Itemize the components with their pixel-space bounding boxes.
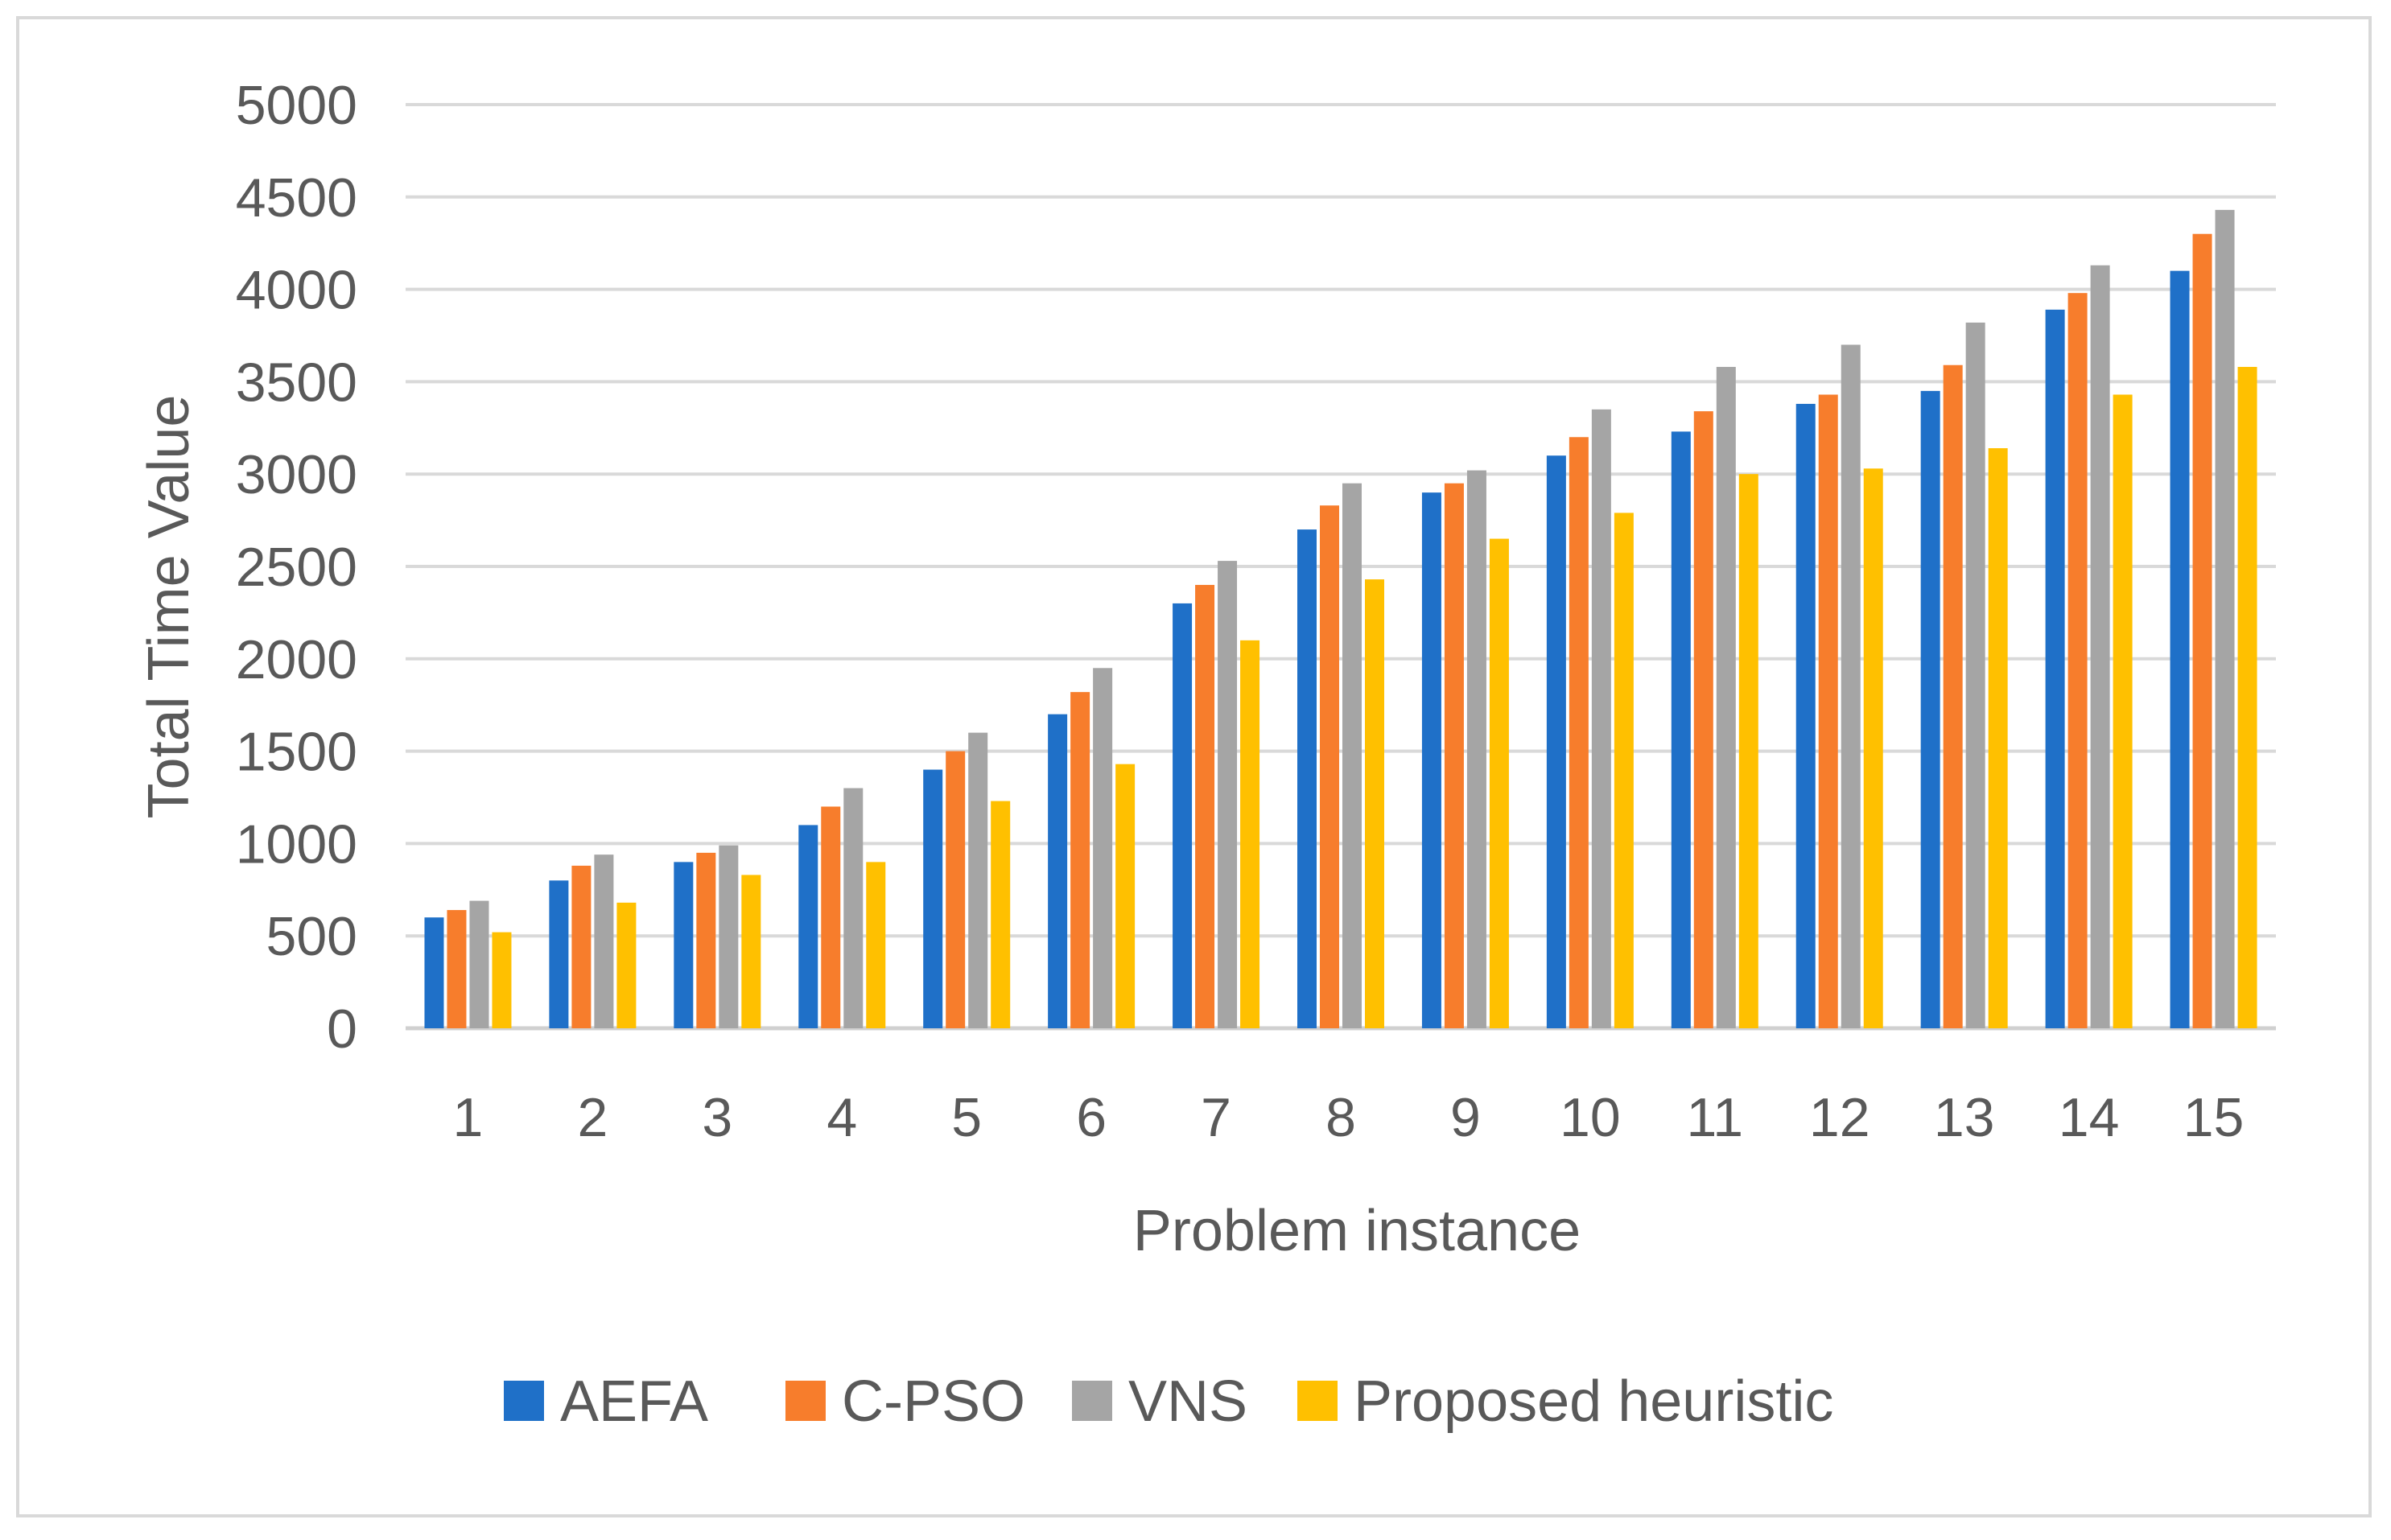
bar-c-pso-12 [1818,394,1838,1028]
bar-aefa-7 [1173,603,1193,1028]
x-tick-label: 6 [1076,1087,1107,1148]
x-tick-label: 10 [1560,1087,1621,1148]
bar-aefa-11 [1671,431,1691,1028]
bar-vns-11 [1716,367,1736,1029]
y-tick-label: 3000 [236,444,357,505]
bar-aefa-10 [1546,455,1566,1028]
bar-aefa-8 [1297,529,1317,1028]
x-tick-label: 9 [1450,1087,1481,1148]
bar-vns-12 [1841,344,1861,1029]
x-axis-title: Problem instance [1133,1199,1581,1263]
bar-proposed-heuristic-11 [1738,474,1758,1028]
y-tick-label: 1500 [236,722,357,783]
legend-swatch-proposed-heuristic [1297,1381,1338,1421]
legend-swatch-c-pso [785,1381,826,1421]
bar-vns-2 [594,854,614,1028]
x-tick-label: 2 [577,1087,608,1148]
bar-proposed-heuristic-13 [1988,448,2008,1028]
bar-c-pso-4 [821,806,841,1028]
y-tick-label: 4500 [236,167,357,229]
y-tick-label: 4000 [236,260,357,321]
bar-aefa-2 [549,880,569,1028]
bar-c-pso-6 [1070,692,1090,1028]
bar-proposed-heuristic-3 [741,875,761,1028]
legend-label-c-pso: C-PSO [842,1369,1025,1434]
bar-vns-14 [2090,265,2110,1028]
legend-swatch-aefa [504,1381,544,1421]
bar-aefa-14 [2045,309,2065,1029]
x-tick-label: 8 [1325,1087,1356,1148]
bar-aefa-15 [2170,270,2190,1028]
x-tick-label: 13 [1934,1087,1995,1148]
y-tick-label: 5000 [236,75,357,136]
bar-c-pso-8 [1320,505,1339,1028]
bar-vns-9 [1466,470,1486,1028]
legend-label-vns: VNS [1128,1369,1247,1434]
bar-c-pso-1 [447,910,467,1028]
bar-c-pso-10 [1569,437,1589,1028]
legend-label-proposed-heuristic: Proposed heuristic [1354,1369,1833,1434]
bar-aefa-13 [1920,390,1940,1028]
bar-aefa-4 [798,825,818,1028]
bar-vns-4 [843,788,864,1028]
bar-c-pso-13 [1943,364,1963,1029]
bar-c-pso-11 [1693,411,1713,1028]
bar-vns-7 [1218,561,1238,1028]
bar-proposed-heuristic-15 [2237,367,2257,1029]
bar-aefa-5 [923,769,943,1028]
y-tick-label: 500 [266,906,357,967]
bar-vns-1 [469,900,489,1028]
x-tick-label: 5 [951,1087,982,1148]
bar-aefa-1 [424,917,444,1028]
bar-proposed-heuristic-5 [991,801,1011,1028]
bar-aefa-3 [674,862,694,1028]
bar-proposed-heuristic-1 [492,932,512,1028]
bar-vns-3 [719,845,739,1028]
x-tick-label: 11 [1687,1087,1744,1148]
bar-vns-15 [2215,209,2235,1028]
bar-vns-10 [1591,409,1611,1029]
bar-aefa-6 [1048,714,1068,1028]
x-tick-label: 12 [1809,1087,1870,1148]
bar-c-pso-7 [1195,584,1215,1028]
x-tick-label: 3 [702,1087,732,1148]
bar-proposed-heuristic-14 [2113,394,2133,1028]
bar-proposed-heuristic-9 [1489,538,1509,1028]
bar-c-pso-5 [946,751,966,1028]
bar-aefa-12 [1795,403,1816,1028]
x-tick-label: 14 [2059,1087,2120,1148]
y-tick-label: 0 [327,999,357,1060]
chart-frame: 0 500 1000 1500 2000 2500 3000 3500 4000 4500 5000… [16,16,2372,1517]
bar-chart: 0 500 1000 1500 2000 2500 3000 3500 4000 4500 5000… [137,75,2276,1434]
bar-proposed-heuristic-7 [1240,640,1260,1028]
y-tick-label: 2000 [236,629,357,690]
bar-proposed-heuristic-4 [866,862,886,1028]
legend-label-aefa: AEFA [560,1369,708,1434]
bar-vns-13 [1965,322,1985,1029]
bar-vns-5 [968,732,988,1028]
bar-proposed-heuristic-2 [616,902,637,1028]
bar-c-pso-2 [571,865,592,1028]
bar-c-pso-9 [1444,483,1464,1028]
x-tick-label: 15 [2183,1087,2245,1148]
bar-c-pso-15 [2192,233,2212,1029]
bar-c-pso-3 [696,852,716,1028]
bar-proposed-heuristic-8 [1365,579,1384,1028]
bar-vns-8 [1342,483,1362,1028]
bar-proposed-heuristic-6 [1115,764,1136,1028]
x-tick-label: 1 [453,1087,484,1148]
y-tick-label: 3500 [236,352,357,413]
bar-proposed-heuristic-12 [1863,468,1883,1028]
bar-c-pso-14 [2067,293,2088,1028]
bar-aefa-9 [1421,492,1441,1028]
x-tick-label: 4 [827,1087,857,1148]
y-axis-title: Total Time Value [137,395,201,819]
x-tick-label: 7 [1201,1087,1231,1148]
bar-vns-6 [1093,668,1113,1028]
legend-swatch-vns [1072,1381,1112,1421]
y-tick-label: 2500 [236,537,357,598]
bar-proposed-heuristic-10 [1614,513,1634,1028]
y-tick-label: 1000 [236,813,357,875]
